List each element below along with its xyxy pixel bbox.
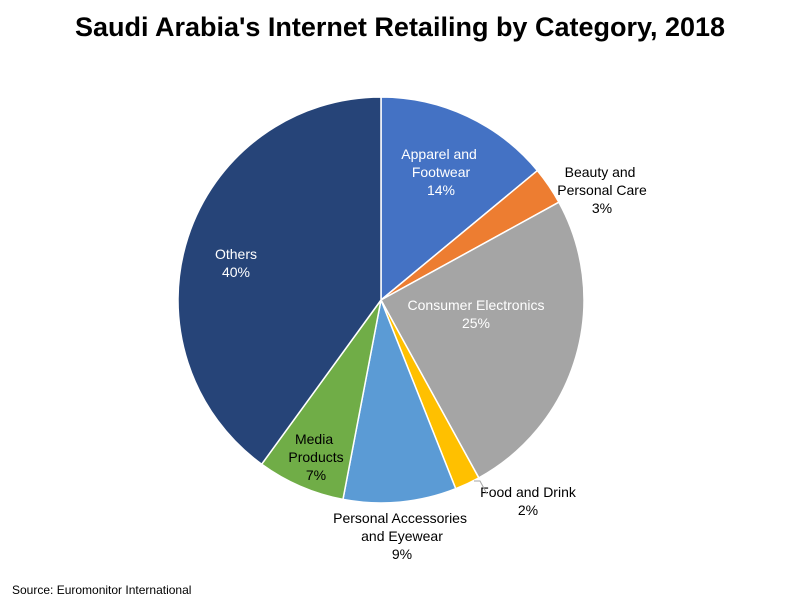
pie-slice [380,96,539,302]
value-label: 14% [427,182,455,198]
slice-label: Food and Drink [480,484,577,500]
pie-slice [177,96,382,466]
value-label: 25% [462,315,490,331]
pie-slice [342,297,457,504]
value-label: 9% [392,546,412,562]
slice-label: Apparel and Footwear [401,146,480,180]
chart-title: Saudi Arabia's Internet Retailing by Cat… [75,12,725,42]
slice-label: Personal Accessories and Eyewear [333,510,471,544]
slice-label: Consumer Electronics [408,297,545,313]
value-label: 7% [306,467,326,483]
slice-label: Media Products [288,431,343,465]
slice-label: Others [215,246,257,262]
source-note: Source: Euromonitor International [12,583,191,597]
value-label: 40% [222,264,250,280]
slice-label: Beauty and Personal Care [557,164,647,198]
value-label: 3% [592,200,612,216]
leader-line [474,480,488,495]
pie-slice [379,201,585,479]
value-label: 2% [518,502,538,518]
